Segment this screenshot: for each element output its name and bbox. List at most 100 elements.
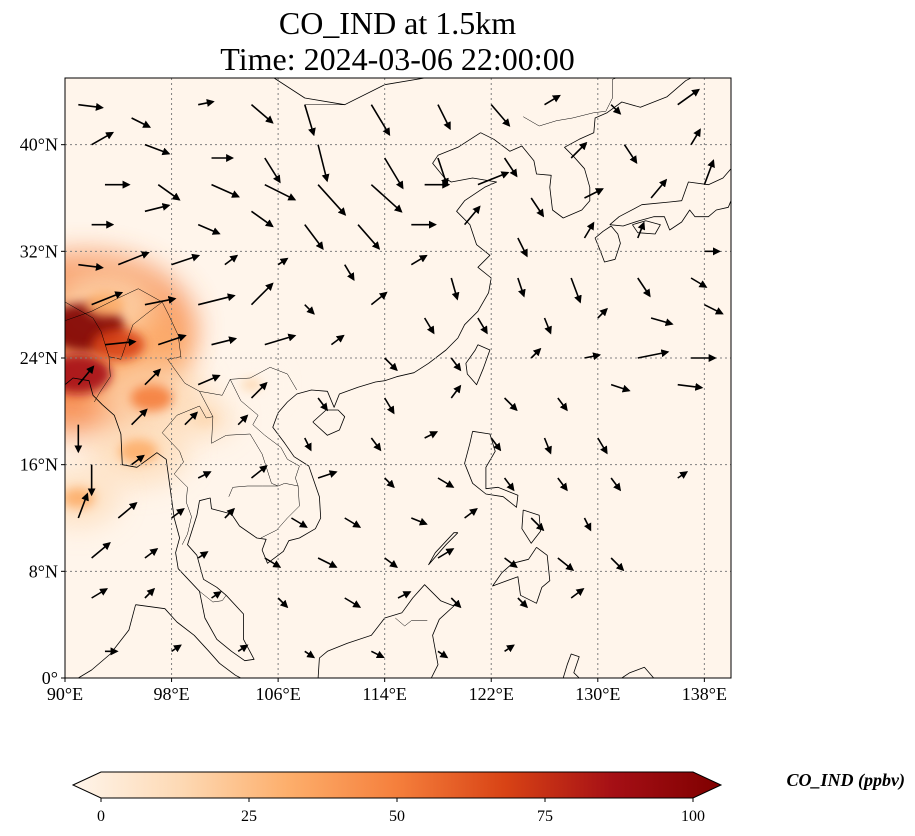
wind-arrow: [197, 223, 221, 235]
wind-arrow: [637, 277, 651, 298]
border-11: [395, 617, 428, 627]
border-9: [523, 111, 606, 127]
wind-arrow: [250, 282, 274, 306]
wind-arrow: [423, 317, 435, 335]
colorbar: 0 25 50 75 100 CO_IND (ppbv): [71, 770, 906, 825]
title-line-1: CO_IND at 1.5km: [278, 5, 517, 41]
wind-arrow: [211, 183, 240, 198]
wind-arrow: [437, 650, 449, 659]
wind-arrow: [291, 517, 308, 528]
coastline-4: [609, 168, 731, 226]
wind-arrow: [437, 548, 455, 559]
wind-arrow: [677, 88, 701, 106]
wind-arrow: [224, 254, 239, 266]
coastline-12: [428, 532, 459, 566]
wind-arrow: [250, 465, 268, 479]
border-2: [108, 301, 163, 360]
wind-arrow: [503, 157, 518, 178]
wind-arrow: [250, 381, 268, 399]
wind-arrow: [144, 587, 156, 599]
wind-arrow: [504, 644, 515, 653]
wind-arrow: [304, 304, 315, 315]
wind-arrow: [570, 141, 588, 159]
wind-arrow: [450, 384, 462, 399]
wind-arrow: [198, 293, 236, 306]
wind-arrow: [397, 591, 412, 599]
wind-arrow: [91, 291, 124, 306]
wind-arrow: [91, 131, 115, 146]
x-axis-ticks: 90°E 98°E 106°E 114°E 122°E 130°E 138°E: [47, 678, 727, 704]
wind-arrow: [197, 471, 212, 479]
wind-arrow: [144, 548, 159, 559]
border-4: [162, 405, 213, 433]
wind-arrow: [250, 104, 274, 124]
wind-arrow: [330, 334, 345, 346]
wind-arrow: [370, 437, 382, 452]
wind-arrow: [704, 303, 724, 315]
wind-arrow: [304, 224, 324, 250]
wind-arrow: [410, 254, 428, 266]
border-10: [605, 78, 617, 112]
wind-arrow: [544, 94, 561, 106]
wind-arrow: [650, 317, 674, 327]
x-tick-label-6: 138°E: [682, 684, 727, 704]
wind-arrow: [104, 338, 137, 347]
coastline-16: [78, 604, 136, 678]
wind-arrow: [317, 557, 338, 568]
country-borders: [65, 78, 617, 627]
coastline-7: [465, 344, 491, 386]
wind-arrow: [570, 588, 585, 599]
wind-arrow: [131, 454, 145, 466]
wind-arrow: [570, 277, 582, 304]
wind-arrow: [144, 143, 171, 156]
wind-arrow: [277, 257, 289, 266]
x-tick-label-3: 114°E: [362, 684, 407, 704]
map-frame: [64, 77, 732, 679]
x-tick-label-4: 122°E: [469, 684, 514, 704]
border-3: [199, 391, 279, 487]
wind-arrow: [610, 383, 631, 393]
wind-arrow: [584, 188, 604, 199]
y-tick-label-2: 16°N: [20, 455, 58, 475]
colorbar-body: [71, 771, 723, 799]
wind-arrow: [264, 183, 297, 201]
colorbar-tick-label-2: 50: [389, 808, 405, 825]
wind-arrow: [637, 221, 646, 239]
wind-vectors: [74, 88, 724, 659]
wind-arrow: [597, 437, 608, 455]
wind-arrow: [144, 295, 177, 306]
wind-arrow: [304, 437, 312, 452]
wind-arrow: [383, 157, 404, 190]
wind-arrow: [703, 159, 715, 185]
wind-arrow: [463, 205, 481, 226]
wind-arrow: [224, 507, 235, 519]
wind-arrow: [198, 98, 215, 107]
y-tick-label-4: 32°N: [20, 241, 58, 261]
y-tick-label-3: 24°N: [20, 348, 58, 368]
wind-arrow: [304, 650, 316, 659]
x-tick-label-0: 90°E: [47, 684, 83, 704]
wind-arrow: [557, 557, 575, 571]
wind-arrow: [383, 397, 395, 415]
border-5: [162, 432, 192, 545]
wind-arrow: [610, 557, 625, 572]
wind-arrow: [91, 588, 109, 599]
field-core-2: [92, 328, 145, 361]
wind-arrow: [584, 352, 602, 361]
wind-arrow: [490, 104, 511, 127]
x-tick-label-2: 106°E: [256, 684, 301, 704]
wind-arrow: [503, 397, 518, 412]
colorbar-label: CO_IND (ppbv): [787, 770, 906, 791]
wind-arrow: [344, 517, 362, 528]
wind-arrow: [690, 128, 701, 146]
coastlines: [65, 78, 731, 678]
wind-arrow: [450, 277, 460, 301]
wind-arrow: [370, 291, 388, 306]
wind-arrow: [424, 431, 439, 439]
wind-arrow: [504, 557, 518, 568]
wind-arrow: [184, 411, 199, 426]
wind-arrow: [264, 333, 297, 346]
wind-arrow: [237, 414, 249, 426]
wind-arrow: [171, 644, 182, 653]
colorbar-tick-label-1: 25: [241, 808, 257, 825]
